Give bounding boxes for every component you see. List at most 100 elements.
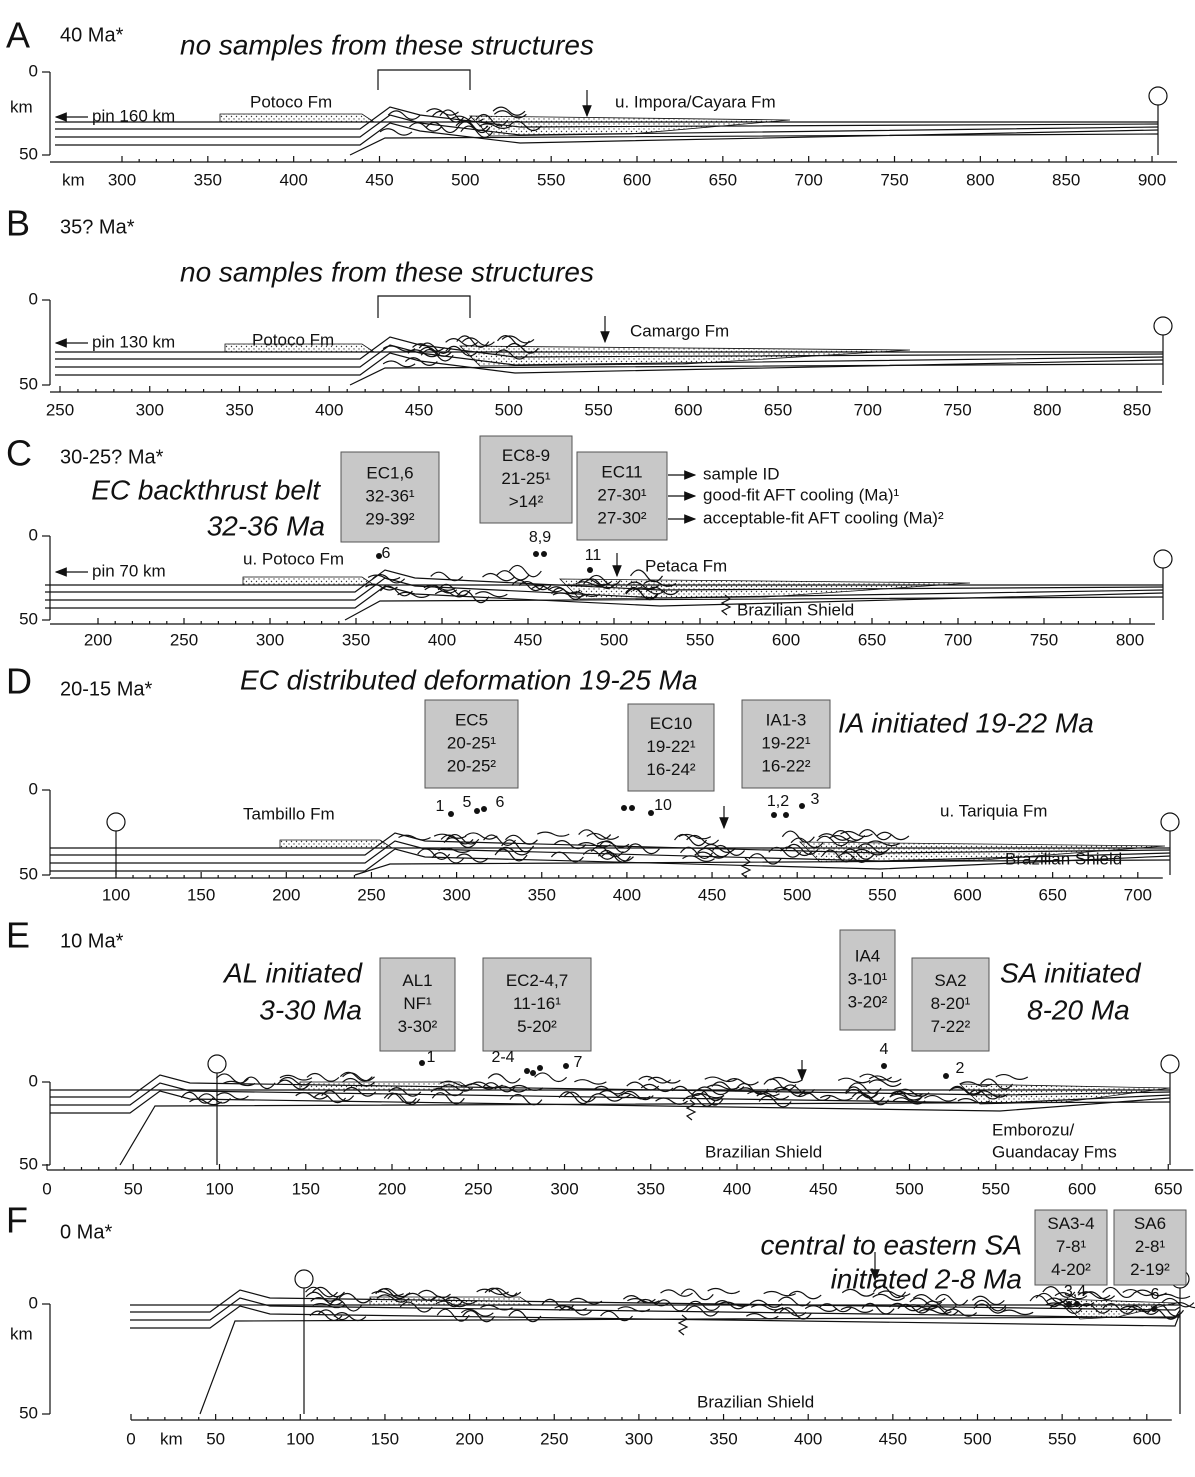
structure-line — [805, 1306, 837, 1312]
sample-dot — [530, 1070, 536, 1076]
section-label: Tambillo Fm — [243, 804, 335, 823]
sample-label: 10 — [654, 797, 672, 814]
x-tick-label: 300 — [550, 1179, 578, 1198]
sample-box-text: AL1 — [402, 971, 432, 990]
x-tick-label: 500 — [963, 1429, 991, 1448]
sample-box-text: 2-19² — [1130, 1260, 1170, 1279]
sample-label: 2 — [956, 1060, 965, 1077]
sample-label: 3,4 — [1064, 1283, 1086, 1300]
sample-dot — [783, 812, 789, 818]
sample-box-text: 7-22² — [931, 1017, 971, 1036]
sample-box-text: SA3-4 — [1047, 1214, 1094, 1233]
depth-tick-label: 0 — [29, 1071, 38, 1090]
structure-line — [339, 1294, 371, 1303]
structure-line — [687, 836, 719, 845]
panel-age: 10 Ma* — [60, 930, 124, 952]
x-tick-label: 100 — [102, 885, 130, 904]
depth-tick-label: 0 — [29, 61, 38, 80]
structure-line — [482, 573, 514, 580]
x-tick-label: 300 — [136, 400, 164, 419]
x-tick-label: 0 — [42, 1179, 51, 1198]
sample-box-text: 3-10¹ — [848, 969, 888, 988]
sample-box-text: EC10 — [650, 714, 693, 733]
x-tick-label: 150 — [371, 1429, 399, 1448]
x-tick-label: 400 — [613, 885, 641, 904]
sample-label: 3 — [811, 791, 820, 808]
sample-dot — [629, 805, 635, 811]
x-tick-label: 900 — [1138, 170, 1166, 189]
structure-line — [708, 1289, 740, 1294]
sample-dot — [419, 1060, 425, 1066]
sample-label: 6 — [382, 545, 391, 562]
x-tick-label: 600 — [772, 630, 800, 649]
sample-box-text: SA6 — [1134, 1214, 1166, 1233]
x-tick-label: 650 — [764, 400, 792, 419]
section-label: Brazilian Shield — [705, 1142, 822, 1161]
sample-dot — [1066, 1301, 1072, 1307]
x-tick-label: 700 — [1124, 885, 1152, 904]
structure-line — [418, 1290, 450, 1297]
sample-box-text: 19-22¹ — [646, 737, 695, 756]
x-tick-label: 200 — [84, 630, 112, 649]
sample-box-text: IA1-3 — [766, 710, 807, 729]
x-tick-label: 300 — [625, 1429, 653, 1448]
structure-line — [399, 835, 431, 840]
sample-label: 7 — [574, 1054, 583, 1071]
sample-box-text: EC8-9 — [502, 446, 550, 465]
section-label: u. Impora/Cayara Fm — [615, 92, 776, 111]
pin — [107, 813, 125, 831]
structure-line — [661, 1290, 693, 1296]
structure-line — [860, 1074, 892, 1080]
sample-box-text: NF¹ — [403, 994, 432, 1013]
sample-box-text: 16-22² — [761, 756, 810, 775]
x-tick-label: 150 — [292, 1179, 320, 1198]
sample-box-text: 20-25² — [447, 756, 496, 775]
sample-dot — [648, 810, 654, 816]
x-tick-label: 350 — [709, 1429, 737, 1448]
shield-mark — [687, 1100, 695, 1120]
x-tick-label: 100 — [286, 1429, 314, 1448]
decollement — [350, 364, 1163, 385]
sample-box-text: EC2-4,7 — [506, 971, 568, 990]
panel-age: 30-25? Ma* — [60, 446, 164, 468]
x-tick-label: 500 — [495, 400, 523, 419]
structure-line — [579, 830, 611, 840]
sample-label: 11 — [585, 547, 602, 564]
panel-heading: initiated 2-8 Ma — [831, 1263, 1022, 1294]
sample-label: 8,9 — [529, 529, 551, 546]
sample-dot — [881, 1063, 887, 1069]
panel-heading: SA initiated — [1000, 957, 1142, 988]
sample-box-text: 27-30² — [597, 508, 646, 527]
x-tick-label: 600 — [1068, 1179, 1096, 1198]
structure-line — [383, 346, 415, 351]
x-tick-label: 550 — [584, 400, 612, 419]
x-tick-label: 600 — [623, 170, 651, 189]
sample-box-text: IA4 — [855, 946, 881, 965]
bracket — [378, 296, 470, 318]
sample-box-text: 3-30² — [398, 1017, 438, 1036]
x-tick-label: 50 — [124, 1179, 143, 1198]
sample-dot — [474, 808, 480, 814]
panel-age: 20-15 Ma* — [60, 678, 152, 700]
x-tick-label: 800 — [966, 170, 994, 189]
section-label: Emborozu/ — [992, 1120, 1074, 1139]
sample-label: 4 — [880, 1041, 889, 1058]
structure-line — [1001, 1310, 1033, 1314]
section-label: pin 130 km — [92, 332, 175, 351]
x-tick-label: 850 — [1052, 170, 1080, 189]
panel-heading: central to eastern SA — [761, 1229, 1022, 1260]
structure-line — [216, 1093, 248, 1100]
bracket — [378, 70, 470, 90]
x-tick-label: 400 — [279, 170, 307, 189]
structure-line — [587, 833, 619, 839]
x-tick-label: 200 — [378, 1179, 406, 1198]
structure-line — [475, 592, 507, 597]
structure-line — [465, 833, 497, 839]
panel-heading: EC backthrust belt — [91, 474, 321, 505]
sample-label: 2-4 — [491, 1049, 514, 1066]
x-tick-label: 250 — [540, 1429, 568, 1448]
legend-text: acceptable-fit AFT cooling (Ma)² — [703, 508, 944, 527]
sample-dot — [448, 811, 454, 817]
x-tick-label: 550 — [686, 630, 714, 649]
panel-letter: A — [6, 15, 30, 56]
